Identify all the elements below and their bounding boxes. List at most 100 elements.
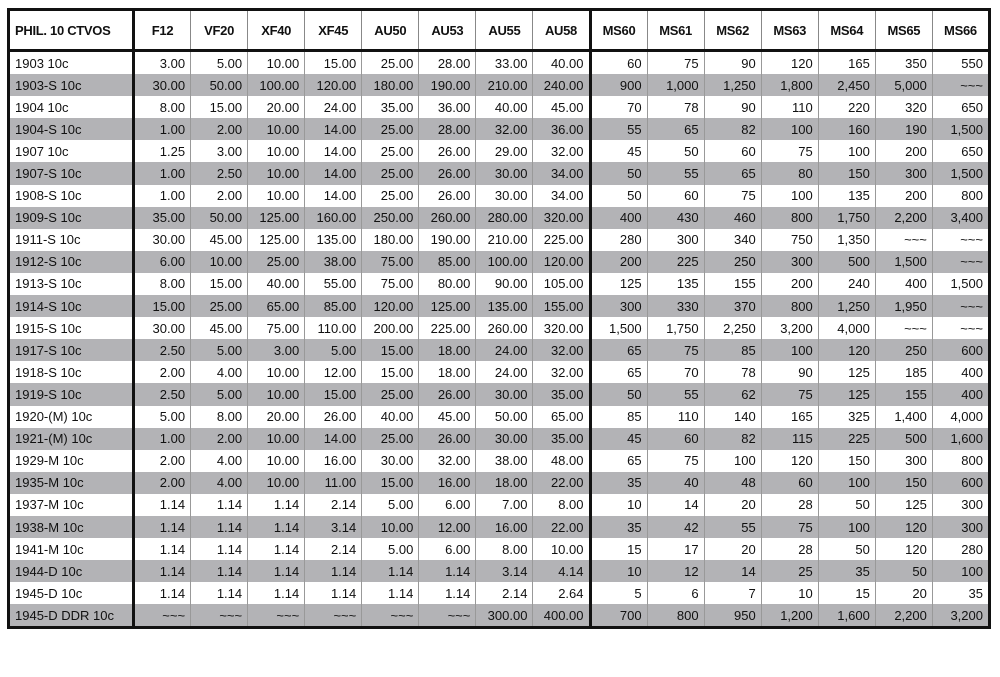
price-cell: 32.00: [532, 140, 590, 163]
price-cell: 75: [760, 140, 819, 163]
price-cell: 10.00: [247, 471, 305, 494]
price-cell: 5,000: [874, 74, 933, 97]
price-cell: 35: [931, 582, 990, 605]
price-cell: 65: [703, 162, 762, 185]
table-row: 1918-S 10c 2.00 4.00 10.00 12.00 15.00 18.00 24…: [8, 361, 990, 384]
price-cell: 105.00: [532, 272, 590, 296]
price-cell: 28: [760, 493, 819, 516]
price-cell: 800: [931, 449, 990, 472]
table-row: 1937-M 10c 1.14 1.14 1.14 2.14 5.00 6.00 7.00 8.…: [8, 493, 990, 516]
price-cell: 650: [931, 140, 990, 163]
column-header: VF20: [190, 9, 248, 52]
price-cell: 320: [874, 96, 933, 119]
price-cell: 15.00: [304, 383, 362, 406]
coin-name: 1913-S 10c: [8, 272, 134, 296]
price-cell: 30.00: [131, 74, 191, 97]
price-cell: 30.00: [131, 228, 191, 251]
price-cell: 15.00: [190, 96, 248, 119]
price-cell: 75.00: [361, 272, 419, 296]
table-row: 1917-S 10c 2.50 5.00 3.00 5.00 15.00 18.00 24.0…: [8, 339, 990, 362]
price-cell: 330: [646, 295, 705, 318]
price-cell: 100: [817, 471, 876, 494]
price-cell: 10.00: [247, 118, 305, 141]
price-cell: 1.00: [131, 427, 191, 450]
price-cell: 8.00: [475, 538, 533, 561]
price-cell: 2,200: [874, 604, 933, 628]
price-cell: 300: [588, 295, 648, 318]
price-cell: 42: [646, 515, 705, 539]
column-header: MS61: [646, 9, 705, 52]
price-cell: 190: [874, 118, 933, 141]
price-cell: 5.00: [190, 339, 248, 362]
price-cell: 18.00: [418, 361, 476, 384]
price-cell: 20: [874, 582, 933, 605]
price-cell: 800: [760, 206, 819, 229]
price-cell: 14.00: [304, 140, 362, 163]
price-cell: 1.14: [304, 560, 362, 583]
price-cell: 26.00: [304, 405, 362, 428]
price-cell: 2,450: [817, 74, 876, 97]
price-cell: 200: [874, 140, 933, 163]
price-cell: 18.00: [475, 471, 533, 494]
price-cell: 22.00: [532, 515, 590, 539]
price-cell: 800: [646, 604, 705, 628]
price-cell: 190.00: [418, 228, 476, 251]
price-cell: 1.00: [131, 184, 191, 207]
price-cell: 10.00: [247, 184, 305, 207]
price-cell: 32.00: [532, 339, 590, 362]
price-cell: 65.00: [532, 405, 590, 428]
price-cell: 125: [817, 361, 876, 384]
price-cell: 120: [874, 538, 933, 561]
price-cell: 32.00: [418, 449, 476, 472]
price-cell: 14: [646, 493, 705, 516]
table-row: 1903 10c 3.00 5.00 10.00 15.00 25.00 28.00 33.0…: [8, 50, 990, 75]
coin-name: 1920-(M) 10c: [8, 405, 134, 428]
price-cell: 50: [646, 140, 705, 163]
table-body: 1903 10c 3.00 5.00 10.00 15.00 25.00 28.00 33.0…: [8, 50, 990, 628]
price-cell: 1.14: [247, 515, 305, 539]
price-cell: 430: [646, 206, 705, 229]
price-cell: 10: [760, 582, 819, 605]
price-cell: 3,200: [760, 317, 819, 340]
price-cell: 7: [703, 582, 762, 605]
price-cell: 1,350: [817, 228, 876, 251]
coin-name: 1907-S 10c: [8, 162, 134, 185]
price-cell: 1.14: [247, 582, 305, 605]
price-cell: ~~~: [418, 604, 476, 628]
price-cell: ~~~: [874, 317, 933, 340]
table-row: 1907-S 10c 1.00 2.50 10.00 14.00 25.00 26.00 30…: [8, 162, 990, 185]
price-cell: 10.00: [247, 140, 305, 163]
price-cell: 200: [588, 250, 648, 273]
price-cell: 225.00: [418, 317, 476, 340]
price-cell: 30.00: [475, 184, 533, 207]
price-cell: 1.14: [190, 538, 248, 561]
price-cell: 1.00: [131, 118, 191, 141]
price-cell: 55: [588, 118, 648, 141]
price-cell: 60: [646, 184, 705, 207]
price-cell: 110: [760, 96, 819, 119]
price-cell: 29.00: [475, 140, 533, 163]
price-cell: 280: [588, 228, 648, 251]
price-cell: 125.00: [418, 295, 476, 318]
price-cell: 120.00: [304, 74, 362, 97]
price-cell: 26.00: [418, 427, 476, 450]
price-cell: 240: [817, 272, 876, 296]
price-cell: 90: [703, 96, 762, 119]
column-header: XF45: [304, 9, 362, 52]
price-cell: 8.00: [131, 272, 191, 296]
price-cell: 32.00: [475, 118, 533, 141]
price-cell: 1,600: [931, 427, 990, 450]
price-cell: 1,400: [874, 405, 933, 428]
column-header: MS62: [703, 9, 762, 52]
table-row: 1945-D DDR 10c ~~~ ~~~ ~~~ ~~~ ~~~ ~~~ 300.00 40…: [8, 604, 990, 628]
price-cell: 30.00: [361, 449, 419, 472]
price-cell: 25: [760, 560, 819, 583]
price-cell: 26.00: [418, 140, 476, 163]
price-cell: 550: [931, 50, 990, 75]
price-cell: 210.00: [475, 228, 533, 251]
price-cell: 350: [874, 50, 933, 75]
price-cell: 10.00: [247, 449, 305, 472]
price-cell: 16.00: [475, 515, 533, 539]
price-cell: 75: [646, 50, 705, 75]
price-cell: 10.00: [247, 162, 305, 185]
